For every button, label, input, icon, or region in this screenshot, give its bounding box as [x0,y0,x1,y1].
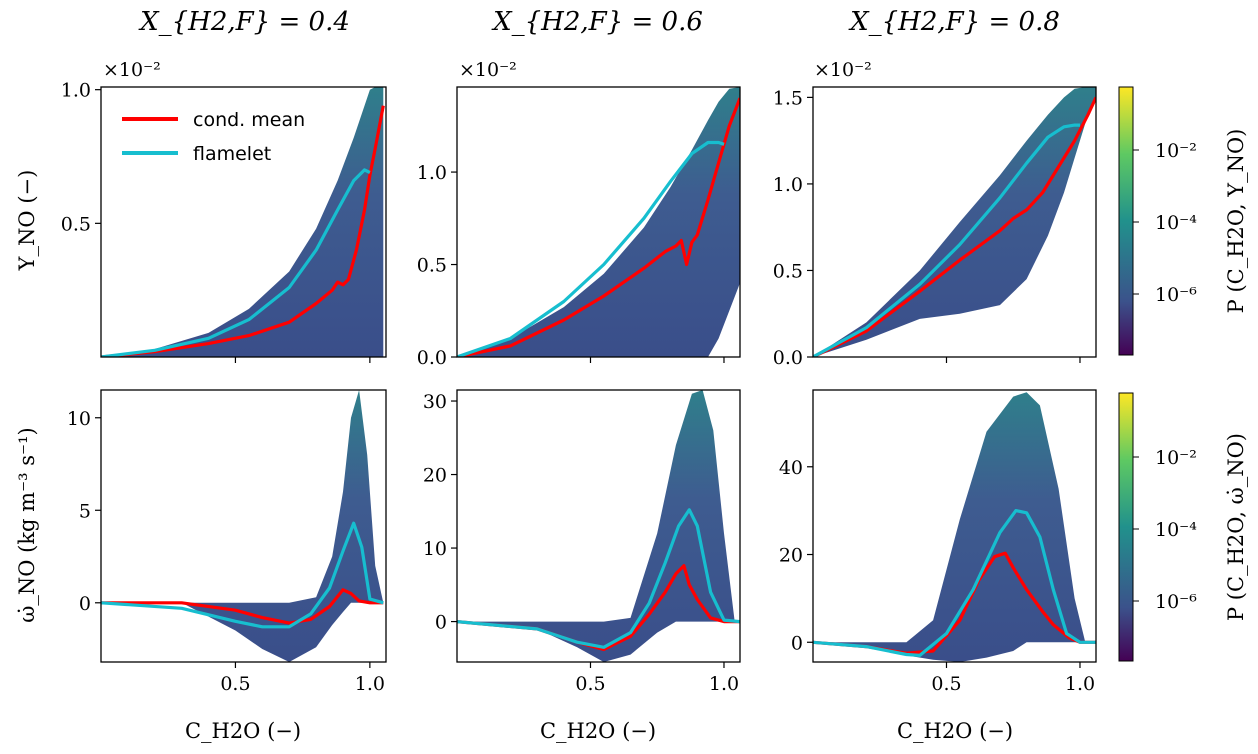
colorbar-bottom-tick-label: 10⁻⁶ [1155,591,1197,613]
col-title-2: X_{H2,F} = 0.8 [848,7,1060,37]
panel-frame [456,389,741,663]
flamelet-line [457,508,740,649]
y-tick-label: 1.0 [773,174,803,196]
multiplier-1: ×10⁻² [459,59,517,81]
colorbar-bottom-tick-label: 10⁻² [1155,447,1197,469]
y-tick-label: 1.0 [417,162,447,184]
colorbar-top: 10⁻² 10⁻⁴ 10⁻⁶ P (C_H2O, Y_NO) [1118,86,1248,356]
x-tick-label: 1.0 [1065,673,1095,695]
x-tick-label: 0.5 [575,673,605,695]
pdf-region [101,87,384,357]
panel-5: 0.5 1.0 0 20 40 [779,389,1097,695]
col-title-1: X_{H2,F} = 0.6 [491,7,703,37]
x-tick-label: 1.0 [355,673,385,695]
y-tick-label: 10 [423,538,447,560]
y-tick-label: 0 [791,632,803,654]
panel-2: 0.0 0.5 1.0 1.5 [773,86,1097,369]
colorbar-bottom: 10⁻² 10⁻⁴ 10⁻⁶ P (C_H2O, ω̇_NO) [1118,392,1248,662]
colorbar-top-label: P (C_H2O, Y_NO) [1224,129,1248,314]
panel-frame [812,389,1097,663]
y-tick-label: 5 [79,500,91,522]
colorbar-top-tick-label: 10⁻⁶ [1155,284,1197,306]
legend: cond. mean flamelet [122,109,305,165]
pdf-region [457,87,740,357]
panel-4: 0.5 1.0 0 10 20 30 [423,389,741,695]
xlabel-0: C_H2O (−) [185,719,301,743]
xlabel-1: C_H2O (−) [540,719,656,743]
cond-mean-line [101,588,384,625]
colorbar-top-tick-label: 10⁻² [1155,140,1197,162]
y-tick-label: 0 [435,612,447,634]
cond-mean-line [813,551,1096,655]
pdf-region [457,390,735,662]
ylabel-row-1: ω̇_NO (kg m⁻³ s⁻¹) [15,427,39,623]
multiplier-2: ×10⁻² [814,59,872,81]
y-tick-label: 0.5 [417,255,447,277]
y-tick-label: 20 [423,465,447,487]
panel-3: 0.5 1.0 0 5 10 [67,389,387,695]
cond-mean-line [813,96,1096,357]
panel-1: 0.0 0.5 1.0 [417,86,741,369]
y-tick-label: 0 [79,593,91,615]
legend-cond-mean-label: cond. mean [193,109,305,131]
pdf-region [101,390,384,662]
y-tick-label: 0.5 [61,213,91,235]
x-tick-label: 0.5 [220,673,250,695]
x-tick-label: 0.5 [931,673,961,695]
y-tick-label: 1.5 [773,87,803,109]
cond-mean-line [457,97,740,357]
multiplier-0: ×10⁻² [103,59,161,81]
xlabel-2: C_H2O (−) [897,719,1013,743]
x-tick-label: 1.0 [709,673,739,695]
flamelet-line [813,123,1080,357]
panel-frame [456,86,741,358]
panels: 0.51.00.00.51.00.00.51.01.50.5 1.005100.5… [61,80,1097,695]
y-tick-label: 10 [67,408,91,430]
legend-flamelet-label: flamelet [193,143,271,165]
colorbar-bottom-gradient [1118,392,1134,662]
colorbar-bottom-tick-label: 10⁻⁴ [1155,519,1197,541]
panel-frame [100,389,387,663]
pdf-region [813,87,1096,357]
flamelet-line [101,521,384,629]
y-tick-label: 0.0 [773,347,803,369]
panel-frame [100,86,387,358]
panel-0: 0.5 1.0 [61,80,387,363]
panel-frame [812,86,1097,358]
colorbar-top-tick-label: 10⁻⁴ [1155,212,1197,234]
y-tick-label: 1.0 [61,80,91,102]
colorbar-bottom-label: P (C_H2O, ω̇_NO) [1224,433,1248,621]
flamelet-line [101,168,371,357]
y-tick-label: 30 [423,391,447,413]
cond-mean-line [101,105,385,357]
y-tick-label: 0.5 [773,260,803,282]
colorbar-top-gradient [1118,86,1134,356]
y-tick-label: 40 [779,457,803,479]
flamelet-line [813,509,1096,658]
col-title-0: X_{H2,F} = 0.4 [138,7,350,37]
ylabel-row-0: Y_NO (−) [15,170,39,272]
y-tick-label: 20 [779,545,803,567]
pdf-region [813,392,1096,662]
flamelet-line [457,140,725,357]
y-tick-label: 0.0 [417,347,447,369]
